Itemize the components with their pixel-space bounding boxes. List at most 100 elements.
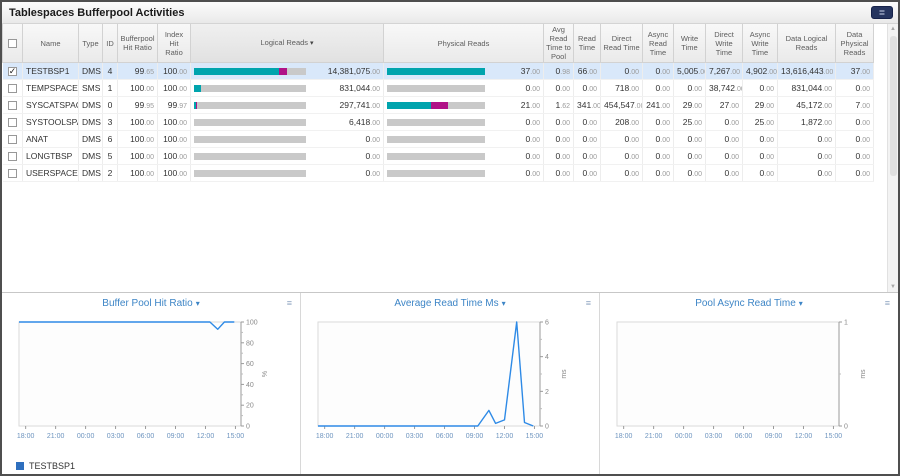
cell-value: 0.00 [855, 151, 870, 161]
charts-section: Buffer Pool Hit Ratio ▾ ≡ 0 20 40 60 80 100% 18… [2, 292, 898, 474]
data_physical_reads-cell: 0.00 [835, 113, 874, 131]
table-scrollbar[interactable]: ▲ ▼ [887, 24, 898, 292]
cell-value: 0.00 [724, 151, 739, 161]
scrollbar-thumb[interactable] [889, 36, 897, 176]
chart-options-icon[interactable]: ≡ [884, 298, 890, 308]
bufferpool_hit_ratio-cell: 99.65 [117, 62, 158, 80]
row-checkbox[interactable] [7, 101, 17, 111]
row-select-cell[interactable] [2, 130, 23, 148]
column-header-name[interactable]: Name [22, 24, 79, 63]
table-row[interactable]: ANAT DMS 6 100.00 100.00 0.00 0.00 0.00 0.00 0.00… [2, 130, 874, 148]
async_read_time-cell: 241.00 [642, 96, 674, 114]
select-all-checkbox[interactable] [8, 38, 17, 48]
cell-value: 100.00 [130, 117, 154, 127]
row-checkbox[interactable] [7, 152, 17, 162]
column-header-async_read_time[interactable]: Async Read Time [642, 24, 674, 63]
scroll-down-icon[interactable]: ▼ [890, 284, 896, 290]
table-row[interactable]: USERSPACE1 DMS 2 100.00 100.00 0.00 0.00 0.00 0.… [2, 164, 874, 182]
id-cell: 1 [102, 79, 118, 97]
column-header-avg_read_time_to_pool[interactable]: Avg Read Time to Pool [543, 24, 574, 63]
table-row[interactable]: TEMPSPACE1 SMS 1 100.00 100.00 831,044.00 0.00… [2, 79, 874, 97]
column-header-data_physical_reads[interactable]: Data Physical Reads [835, 24, 874, 63]
row-checkbox[interactable] [7, 84, 17, 94]
column-header-data_logical_reads[interactable]: Data Logical Reads [777, 24, 836, 63]
chart-title-dropdown[interactable]: Pool Async Read Time ▾ [600, 298, 898, 312]
row-select-cell[interactable] [2, 79, 23, 97]
row-select-cell[interactable] [2, 96, 23, 114]
async_write_time-cell: 0.00 [742, 147, 778, 165]
pool-async-read-time-chart: 0 1 ms 18:00 21:00 00:00 03:00 06:00 09:00 12:00 1… [615, 320, 867, 441]
chart-panel-pool-async-read-time: Pool Async Read Time ▾ ≡ 0 1 ms 18:00 21:00 00… [599, 293, 898, 474]
cell-value: 100.00 [130, 134, 154, 144]
column-header-read_time[interactable]: Read Time [573, 24, 601, 63]
async_read_time-cell: 0.00 [642, 147, 674, 165]
bufferpool_hit_ratio-cell: 100.00 [117, 113, 158, 131]
chart-options-icon[interactable]: ≡ [286, 298, 292, 308]
cell-value: 0.00 [365, 168, 380, 178]
avg_read_time_to_pool-cell: 0.00 [543, 79, 574, 97]
svg-text:0: 0 [545, 424, 549, 431]
svg-text:00:00: 00:00 [77, 433, 95, 440]
column-header-physical_reads[interactable]: Physical Reads [383, 24, 544, 63]
svg-text:15:00: 15:00 [825, 433, 843, 440]
column-header-logical_reads[interactable]: Logical Reads ▾ [190, 24, 384, 63]
legend-label: TESTBSP1 [29, 461, 76, 471]
svg-text:18:00: 18:00 [17, 433, 35, 440]
svg-text:15:00: 15:00 [526, 433, 544, 440]
row-checkbox[interactable] [7, 66, 17, 77]
column-header-id[interactable]: ID [102, 24, 118, 63]
direct_write_time-cell: 38,742.00 [705, 79, 743, 97]
cell-value: 0.00 [365, 151, 380, 161]
row-checkbox[interactable] [7, 169, 17, 179]
read_time-cell: 0.00 [573, 130, 601, 148]
column-header-direct_read_time[interactable]: Direct Read Time [600, 24, 643, 63]
avg_read_time_to_pool-cell: 1.62 [543, 96, 574, 114]
column-header-index_hit_ratio[interactable]: Index Hit Ratio [157, 24, 191, 63]
cell-value: 100.00 [130, 168, 154, 178]
cell-value: 100.00 [163, 168, 187, 178]
chevron-down-icon: ▾ [798, 299, 803, 308]
cell-value: 45,172.00 [796, 100, 832, 110]
cell-value: 100.00 [163, 66, 187, 76]
table-row[interactable]: SYSTOOLSPACEDMS3 100.00 100.00 6,418.00 0.00… [2, 113, 874, 131]
scroll-up-icon[interactable]: ▲ [890, 26, 896, 32]
row-select-cell[interactable] [2, 113, 23, 131]
column-header-type[interactable]: Type [78, 24, 103, 63]
row-select-cell[interactable] [2, 62, 23, 80]
avg_read_time_to_pool-cell: 0.00 [543, 113, 574, 131]
cell-value: 0.98 [555, 66, 570, 76]
column-header-bufferpool_hit_ratio[interactable]: Bufferpool Hit Ratio [117, 24, 158, 63]
cell-value: 0.00 [817, 151, 832, 161]
cell-value: 0.00 [624, 66, 639, 76]
row-checkbox[interactable] [7, 135, 17, 145]
chart-title-dropdown[interactable]: Buffer Pool Hit Ratio ▾ [2, 298, 300, 312]
cell-value: 0.00 [525, 83, 540, 93]
column-header-write_time[interactable]: Write Time [673, 24, 706, 63]
column-header-async_write_time[interactable]: Async Write Time [742, 24, 778, 63]
row-select-cell[interactable] [2, 164, 23, 182]
physical_reads-cell: 0.00 [383, 113, 544, 131]
chart-title-dropdown[interactable]: Average Read Time Ms ▾ [301, 298, 599, 312]
chart-options-icon[interactable]: ≡ [585, 298, 591, 308]
column-header-direct_write_time[interactable]: Direct Write Time [705, 24, 743, 63]
panel-menu-icon[interactable]: ≣ [871, 6, 893, 19]
table-row[interactable]: SYSCATSPACEDMS0 99.95 99.97 297,741.00 21.00… [2, 96, 874, 114]
direct_read_time-cell: 0.00 [600, 147, 643, 165]
cell-value: 100.00 [163, 83, 187, 93]
cell-value: 0.00 [855, 134, 870, 144]
table-row[interactable]: LONGTBSP DMS 5 100.00 100.00 0.00 0.00 0.00 0.00… [2, 147, 874, 165]
direct_read_time-cell: 0.00 [600, 164, 643, 182]
svg-text:12:00: 12:00 [795, 433, 813, 440]
cell-value: 0.00 [624, 151, 639, 161]
row-checkbox[interactable] [7, 118, 17, 128]
cell-value: 0.00 [724, 134, 739, 144]
row-select-cell[interactable] [2, 147, 23, 165]
cell-value: 0.00 [687, 83, 702, 93]
logical_reads-cell: 14,381,075.00 [190, 62, 384, 80]
inline-bar [194, 67, 306, 75]
cell-value: 297,741.00 [339, 100, 380, 110]
column-header-select[interactable] [2, 24, 23, 63]
svg-text:21:00: 21:00 [346, 433, 364, 440]
